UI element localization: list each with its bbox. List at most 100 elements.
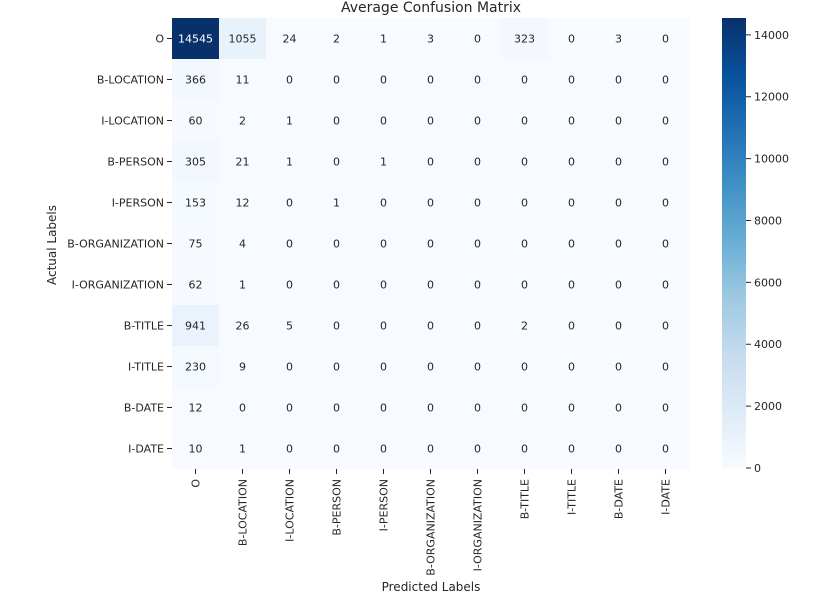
- heatmap-cell: [313, 182, 361, 224]
- heatmap-cell: [501, 428, 549, 470]
- heatmap-cell: [266, 305, 314, 347]
- heatmap-cell: [501, 59, 549, 101]
- heatmap-cell: [360, 182, 408, 224]
- y-tick-label: B-LOCATION: [97, 74, 164, 87]
- heatmap-cell: [548, 428, 596, 470]
- heatmap-cell: [313, 59, 361, 101]
- heatmap-cell: [266, 100, 314, 142]
- heatmap-cell: [266, 264, 314, 306]
- heatmap-cell: [548, 387, 596, 429]
- heatmap-cell: [266, 346, 314, 388]
- y-tick-label: I-TITLE: [128, 361, 164, 374]
- heatmap-cell: [501, 100, 549, 142]
- cell-value-label: 4: [239, 238, 246, 251]
- cell-value-label: 0: [427, 443, 434, 456]
- heatmap-cell: [595, 59, 643, 101]
- heatmap-cell: [360, 100, 408, 142]
- cell-value-label: 0: [286, 197, 293, 210]
- heatmap-cell: [219, 141, 267, 183]
- heatmap-cell: [454, 18, 502, 60]
- cell-value-label: 1: [380, 33, 387, 46]
- cell-value-label: 0: [568, 402, 575, 415]
- cell-value-label: 0: [521, 443, 528, 456]
- heatmap-cell: [548, 18, 596, 60]
- heatmap-cell: [454, 141, 502, 183]
- heatmap-cell: [219, 346, 267, 388]
- x-tick-label: B-PERSON: [331, 479, 344, 536]
- heatmap-cell: [407, 264, 455, 306]
- heatmap-cell: [172, 428, 220, 470]
- cell-value-label: 230: [185, 361, 206, 374]
- heatmap-cell: [313, 100, 361, 142]
- cell-value-label: 75: [189, 238, 203, 251]
- cell-value-label: 0: [568, 238, 575, 251]
- heatmap-cell: [219, 18, 267, 60]
- cell-value-label: 0: [662, 115, 669, 128]
- cell-value-label: 0: [286, 402, 293, 415]
- cell-value-label: 0: [615, 74, 622, 87]
- cell-value-label: 1: [380, 156, 387, 169]
- heatmap-cell: [454, 223, 502, 265]
- heatmap-cell: [548, 305, 596, 347]
- heatmap-cell: [407, 100, 455, 142]
- cell-value-label: 0: [333, 238, 340, 251]
- chart-title: Average Confusion Matrix: [341, 0, 521, 16]
- cell-value-label: 0: [568, 361, 575, 374]
- heatmap-cell: [266, 18, 314, 60]
- cell-value-label: 0: [568, 443, 575, 456]
- cell-value-label: 0: [474, 320, 481, 333]
- cell-value-label: 0: [427, 197, 434, 210]
- cell-value-label: 0: [286, 361, 293, 374]
- y-tick-label: O: [155, 33, 164, 46]
- cell-value-label: 0: [568, 320, 575, 333]
- cell-value-label: 0: [615, 361, 622, 374]
- cell-value-label: 0: [427, 156, 434, 169]
- heatmap-cell: [172, 223, 220, 265]
- heatmap-cell: [407, 59, 455, 101]
- heatmap-cell: [501, 223, 549, 265]
- cell-value-label: 12: [236, 197, 250, 210]
- x-tick-label: I-TITLE: [566, 479, 579, 515]
- cell-value-label: 0: [662, 33, 669, 46]
- heatmap-cell: [407, 141, 455, 183]
- x-tick-label: B-ORGANIZATION: [425, 479, 438, 576]
- cell-value-label: 0: [615, 402, 622, 415]
- heatmap-cell: [219, 223, 267, 265]
- cell-value-label: 0: [521, 74, 528, 87]
- heatmap-cell: [219, 428, 267, 470]
- cell-value-label: 0: [615, 320, 622, 333]
- cell-value-label: 0: [662, 402, 669, 415]
- heatmap-cell: [642, 346, 690, 388]
- y-tick-label: B-DATE: [124, 402, 164, 415]
- heatmap-cell: [219, 182, 267, 224]
- heatmap-cell: [360, 264, 408, 306]
- heatmap-cell: [548, 182, 596, 224]
- cell-value-label: 0: [427, 320, 434, 333]
- cell-value-label: 0: [333, 74, 340, 87]
- heatmap-cell: [501, 264, 549, 306]
- cell-value-label: 3: [615, 33, 622, 46]
- cell-value-label: 0: [333, 443, 340, 456]
- heatmap-cell: [407, 387, 455, 429]
- cell-value-label: 0: [474, 443, 481, 456]
- heatmap-cell: [642, 428, 690, 470]
- colorbar-tick-label: 12000: [754, 91, 789, 104]
- heatmap-cells: [172, 18, 690, 470]
- heatmap-cell: [407, 182, 455, 224]
- y-tick-label: I-PERSON: [112, 197, 164, 210]
- heatmap-cell: [548, 59, 596, 101]
- cell-value-label: 21: [236, 156, 250, 169]
- heatmap-cell: [595, 387, 643, 429]
- x-tick-label: I-LOCATION: [284, 479, 297, 542]
- colorbar-tick-label: 14000: [754, 29, 789, 42]
- cell-value-label: 0: [662, 443, 669, 456]
- heatmap-cell: [595, 18, 643, 60]
- cell-value-label: 26: [236, 320, 250, 333]
- colorbar-tick-label: 8000: [754, 214, 782, 227]
- heatmap-cell: [266, 387, 314, 429]
- y-axis: O B-LOCATION I-LOCATION B-PERSON I-PERSON B-O…: [67, 33, 172, 456]
- cell-value-label: 24: [283, 33, 297, 46]
- cell-value-label: 0: [662, 361, 669, 374]
- cell-value-label: 0: [521, 238, 528, 251]
- heatmap-cell: [642, 18, 690, 60]
